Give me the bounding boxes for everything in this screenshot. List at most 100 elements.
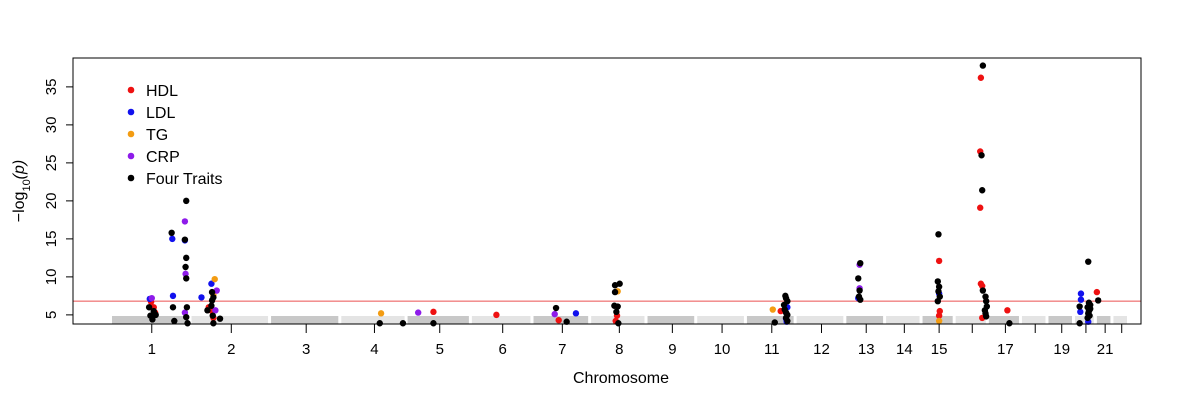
point-four-traits [1076, 303, 1083, 310]
point-four-traits [181, 236, 189, 243]
chromosome-band [407, 316, 469, 324]
point-hdl [1093, 288, 1101, 296]
point-four-traits [978, 152, 985, 159]
chromosome-band [647, 316, 695, 324]
point-four-traits [208, 288, 216, 296]
chromosome-band [846, 316, 884, 324]
point-tg [769, 306, 776, 313]
legend-label: CRP [146, 149, 180, 166]
point-four-traits [184, 320, 191, 327]
point-four-traits [210, 320, 217, 327]
point-four-traits [204, 307, 211, 314]
point-four-traits [935, 288, 942, 295]
point-four-traits [1006, 320, 1013, 327]
point-four-traits [169, 304, 177, 311]
point-ldl [572, 310, 580, 317]
point-four-traits [183, 197, 190, 205]
point-four-traits [430, 320, 437, 327]
y-tick-label: 25 [43, 155, 60, 172]
point-crp [414, 309, 422, 316]
y-tick-label: 35 [43, 79, 60, 96]
point-four-traits [399, 320, 407, 327]
point-four-traits [152, 311, 159, 319]
point-four-traits [183, 313, 190, 321]
point-ldl [198, 294, 205, 301]
chromosome-band [1048, 316, 1072, 324]
chromosome-band [746, 316, 794, 324]
point-four-traits [182, 263, 189, 271]
point-four-traits [171, 317, 178, 325]
point-hdl [1004, 307, 1011, 314]
legend-label: LDL [146, 105, 175, 122]
legend-marker [127, 86, 135, 94]
x-tick-label: 8 [615, 341, 623, 358]
x-tick-label: 7 [558, 341, 566, 358]
point-four-traits [611, 288, 619, 296]
point-hdl [493, 311, 500, 319]
point-hdl [935, 257, 943, 265]
point-four-traits [856, 287, 863, 294]
point-four-traits [855, 275, 862, 282]
point-four-traits [183, 254, 190, 262]
legend-marker [127, 130, 135, 138]
point-four-traits [208, 297, 216, 304]
x-axis-label: Chromosome [573, 370, 669, 387]
point-crp [148, 294, 155, 302]
point-four-traits [982, 298, 990, 305]
point-four-traits [857, 296, 864, 303]
x-axis: 1 2 3 4 5 6 7 8 9 10 11 12 13 14 15 17 19 21 [112, 323, 1130, 358]
x-tick-label: 12 [813, 341, 830, 358]
point-hdl [555, 317, 562, 324]
x-tick-label: 13 [858, 341, 875, 358]
x-tick-label: 2 [227, 341, 235, 358]
point-four-traits [979, 287, 987, 294]
point-four-traits [935, 231, 942, 238]
x-tick-label: 11 [764, 341, 780, 358]
legend-label: Four Traits [146, 171, 222, 188]
x-tick-label: 9 [668, 341, 676, 358]
point-hdl [935, 312, 943, 319]
chromosome-band [341, 316, 405, 324]
x-tick-label: 17 [997, 341, 1014, 358]
point-ldl [169, 235, 176, 243]
point-four-traits [616, 280, 623, 287]
chromosome-band [1113, 316, 1127, 324]
point-four-traits [934, 278, 941, 285]
legend-marker [127, 152, 135, 160]
x-tick-label: 10 [714, 341, 731, 358]
x-tick-label: 19 [1053, 341, 1070, 358]
point-crp [551, 310, 558, 318]
chromosome-band [471, 316, 531, 324]
y-tick-label: 20 [43, 193, 60, 210]
point-crp [212, 307, 219, 314]
point-four-traits [615, 320, 622, 327]
y-axis-label-suffix: (p) [11, 160, 28, 180]
y-tick-label: 5 [43, 311, 60, 319]
point-four-traits [1076, 320, 1083, 327]
y-tick-label: 15 [43, 231, 60, 248]
point-four-traits [979, 62, 987, 69]
chromosome-band [988, 316, 1019, 324]
legend-label: TG [146, 127, 168, 144]
point-ldl [1077, 296, 1085, 303]
x-tick-label: 15 [931, 341, 948, 358]
y-tick-label: 10 [43, 269, 60, 286]
point-four-traits [183, 304, 191, 311]
point-four-traits [183, 275, 190, 282]
legend-marker [127, 108, 135, 116]
point-four-traits [552, 304, 560, 312]
point-four-traits [979, 187, 986, 194]
point-four-traits [1094, 297, 1102, 304]
point-tg [377, 310, 385, 317]
chromosome-band [955, 316, 986, 324]
point-crp [181, 218, 189, 225]
point-four-traits [563, 318, 570, 325]
point-ldl [1077, 308, 1084, 316]
chromosome-band [697, 316, 744, 324]
chromosome-band [1074, 316, 1094, 324]
point-four-traits [145, 304, 153, 311]
point-ldl [1077, 290, 1085, 297]
data-points [145, 62, 1102, 327]
chromosome-band [1021, 316, 1046, 324]
